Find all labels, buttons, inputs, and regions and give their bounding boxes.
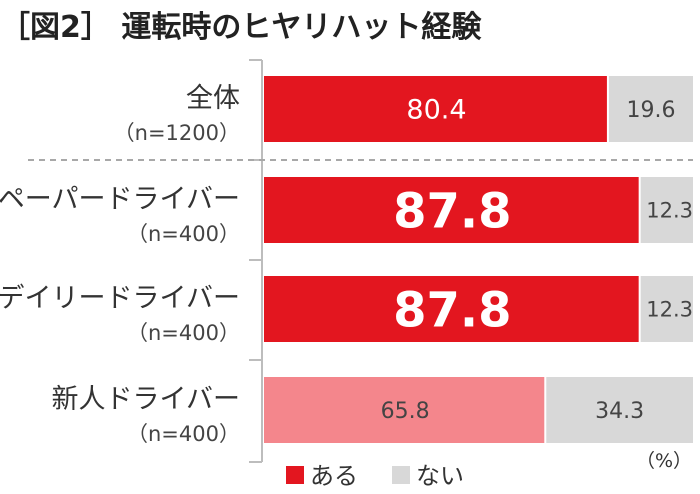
category-label: 全体 (186, 83, 240, 114)
category-sample-size: （n=400） (127, 222, 240, 246)
category-label: 新人ドライバー (52, 384, 240, 415)
data-label: 34.3 (595, 399, 644, 424)
data-label: 87.8 (393, 183, 511, 239)
legend-swatch (286, 466, 304, 484)
data-label: 65.8 (381, 399, 430, 424)
legend: ある ない (286, 462, 464, 490)
bar-yes (264, 177, 639, 243)
data-label: 87.8 (393, 282, 511, 338)
data-label: 19.6 (626, 98, 675, 123)
category-label: デイリードライバー (0, 283, 240, 314)
data-label: 12.3 (646, 199, 693, 223)
legend-label: ない (416, 462, 464, 490)
category-sample-size: （n=400） (127, 422, 240, 446)
legend-swatch (392, 466, 410, 484)
legend-label: ある (310, 462, 358, 490)
bar-yes (264, 76, 607, 142)
data-label: 12.3 (646, 298, 693, 322)
bar-no (640, 177, 693, 243)
bar-no (640, 276, 693, 342)
category-sample-size: （n=400） (127, 321, 240, 345)
chart-title: ［図2］ 運転時のヒヤリハット経験 (0, 10, 482, 45)
data-label: 80.4 (406, 95, 466, 126)
category-label: ペーパードライバー (0, 184, 240, 215)
category-sample-size: （n=1200） (114, 121, 240, 145)
bar-yes (264, 276, 639, 342)
bars-group: 全体 （n=1200） 80.4 19.6 ペーパードライバー （n=400） 87.8 12… (0, 59, 693, 463)
bar-yes (264, 377, 545, 443)
bar-no (608, 76, 693, 142)
unit-note: （%） (636, 450, 692, 472)
bar-no (546, 377, 693, 443)
